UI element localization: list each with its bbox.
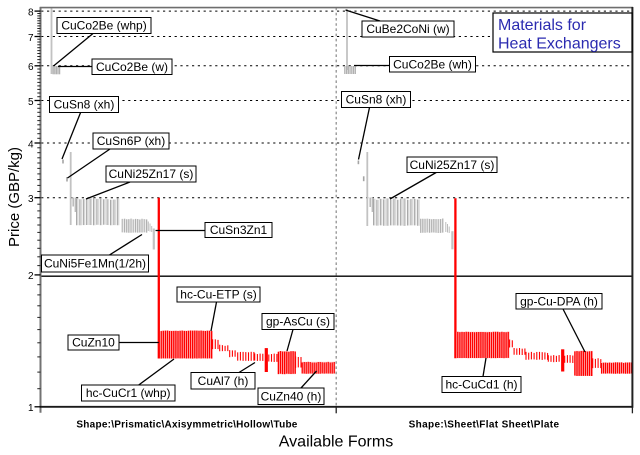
svg-text:CuSn6P (xh): CuSn6P (xh) — [97, 134, 165, 148]
svg-text:CuSn8 (xh): CuSn8 (xh) — [54, 98, 115, 112]
svg-text:CuAl7 (h): CuAl7 (h) — [198, 374, 249, 388]
svg-text:hc-Cu-ETP (s): hc-Cu-ETP (s) — [180, 288, 256, 302]
svg-text:CuNi5Fe1Mn(1/2h): CuNi5Fe1Mn(1/2h) — [44, 257, 146, 271]
svg-text:Shape:\Sheet\Flat Sheet\Plate: Shape:\Sheet\Flat Sheet\Plate — [409, 419, 560, 430]
svg-text:hc-CuCr1 (whp): hc-CuCr1 (whp) — [86, 386, 171, 400]
svg-text:CuZn10: CuZn10 — [72, 336, 115, 350]
svg-text:7: 7 — [28, 33, 34, 44]
svg-text:CuNi25Zn17 (s): CuNi25Zn17 (s) — [410, 158, 495, 172]
svg-text:CuCo2Be (wh): CuCo2Be (wh) — [393, 58, 472, 72]
svg-text:gp-Cu-DPA (h): gp-Cu-DPA (h) — [520, 294, 598, 308]
svg-text:Shape:\Prismatic\Axisymmetric\: Shape:\Prismatic\Axisymmetric\Hollow\Tub… — [76, 419, 297, 430]
svg-text:CuZn40 (h): CuZn40 (h) — [261, 389, 322, 403]
svg-text:CuBe2CoNi (w): CuBe2CoNi (w) — [366, 22, 449, 36]
svg-text:CuCo2Be (whp): CuCo2Be (whp) — [61, 19, 146, 33]
svg-text:2: 2 — [28, 271, 34, 282]
svg-text:Available Forms: Available Forms — [279, 434, 393, 451]
svg-text:gp-AsCu (s): gp-AsCu (s) — [266, 315, 330, 329]
svg-text:3: 3 — [28, 194, 34, 205]
svg-text:CuSn8 (xh): CuSn8 (xh) — [346, 93, 407, 107]
svg-text:Price (GBP/kg): Price (GBP/kg) — [6, 147, 23, 247]
svg-text:1: 1 — [28, 403, 34, 414]
svg-text:Materials for: Materials for — [498, 17, 587, 34]
svg-text:CuCo2Be (w): CuCo2Be (w) — [96, 60, 168, 74]
svg-text:5: 5 — [28, 97, 34, 108]
svg-text:CuNi25Zn17 (s): CuNi25Zn17 (s) — [109, 167, 194, 181]
svg-text:Heat Exchangers: Heat Exchangers — [498, 36, 621, 53]
svg-text:6: 6 — [28, 62, 34, 73]
svg-text:4: 4 — [28, 139, 34, 150]
svg-text:hc-CuCd1 (h): hc-CuCd1 (h) — [445, 378, 517, 392]
svg-text:8: 8 — [28, 7, 34, 18]
svg-text:CuSn3Zn1: CuSn3Zn1 — [210, 223, 268, 237]
